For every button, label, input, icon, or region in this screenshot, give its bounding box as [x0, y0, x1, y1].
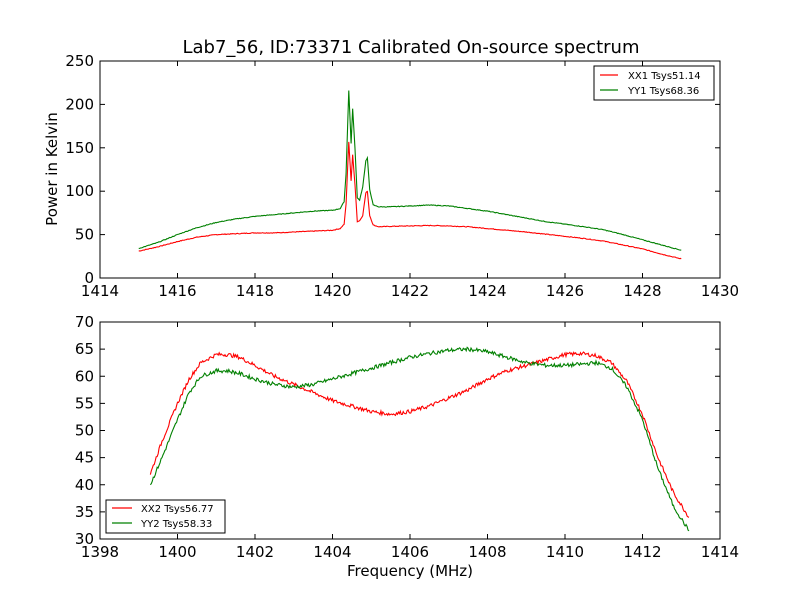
- top-x-tick-label: 1420: [313, 282, 351, 300]
- top-legend-label-yy1: YY1 Tsys68.36: [627, 86, 699, 97]
- top-legend: XX1 Tsys51.14 YY1 Tsys68.36: [593, 65, 715, 101]
- bottom-x-tick-label: 1402: [236, 543, 274, 561]
- bottom-legend-label-yy2: YY2 Tsys58.33: [140, 519, 212, 530]
- top-y-tick-label: 100: [65, 182, 94, 200]
- bottom-y-tick-label: 40: [75, 476, 94, 494]
- top-y-tick-label: 250: [65, 52, 94, 70]
- top-chart: Lab7_56, ID:73371 Calibrated On-source s…: [43, 37, 739, 300]
- top-x-tick-label: 1426: [546, 282, 584, 300]
- bottom-series-line-xx2: [149, 351, 690, 518]
- bottom-x-tick-label: 1410: [546, 543, 584, 561]
- bottom-y-tick-label: 30: [75, 530, 94, 548]
- top-x-tick-label: 1418: [236, 282, 274, 300]
- top-series-line-yy1: [138, 90, 682, 251]
- top-x-tick-label: 1430: [701, 282, 739, 300]
- chart-title: Lab7_56, ID:73371 Calibrated On-source s…: [183, 37, 640, 58]
- bottom-x-tick-label: 1398: [81, 543, 119, 561]
- bottom-y-tick-label: 55: [75, 394, 94, 412]
- bottom-y-tick-label: 65: [75, 340, 94, 358]
- bottom-ticks-group: 1398 1400 1402 1404 1406 1408 1410 1412 1414 30 35…: [75, 313, 739, 561]
- bottom-chart: 1398 1400 1402 1404 1406 1408 1410 1412 1414 30 35…: [75, 313, 739, 580]
- top-series-group: [138, 90, 682, 260]
- top-y-tick-label: 50: [75, 226, 94, 244]
- bottom-x-tick-label: 1412: [623, 543, 661, 561]
- top-x-tick-label: 1414: [81, 282, 119, 300]
- top-x-tick-label: 1416: [158, 282, 196, 300]
- top-y-tick-label: 150: [65, 139, 94, 157]
- bottom-x-tick-label: 1408: [468, 543, 506, 561]
- top-ticks-group: 1414 1416 1418 1420 1422 1424 1426 1428 1430 0 50 1…: [65, 52, 739, 300]
- bottom-y-tick-label: 60: [75, 367, 94, 385]
- top-series-line-xx1: [138, 141, 682, 260]
- top-y-axis-label: Power in Kelvin: [43, 112, 61, 226]
- top-legend-box: [593, 65, 715, 101]
- bottom-y-tick-label: 45: [75, 449, 94, 467]
- bottom-y-tick-label: 50: [75, 422, 94, 440]
- top-y-tick-label: 0: [84, 269, 94, 287]
- top-x-tick-label: 1422: [391, 282, 429, 300]
- bottom-x-tick-label: 1400: [158, 543, 196, 561]
- bottom-y-tick-label: 35: [75, 503, 94, 521]
- top-x-tick-label: 1424: [468, 282, 506, 300]
- bottom-x-tick-label: 1414: [701, 543, 739, 561]
- bottom-y-tick-label: 70: [75, 313, 94, 331]
- bottom-legend-label-xx2: XX2 Tsys56.77: [141, 504, 214, 515]
- top-legend-label-xx1: XX1 Tsys51.14: [628, 71, 701, 82]
- bottom-x-tick-label: 1406: [391, 543, 429, 561]
- bottom-series-line-yy2: [149, 346, 690, 532]
- bottom-legend-box: [105, 499, 226, 534]
- bottom-series-group: [149, 346, 690, 532]
- top-y-tick-label: 200: [65, 95, 94, 113]
- bottom-x-axis-label: Frequency (MHz): [347, 562, 473, 580]
- top-x-tick-label: 1428: [623, 282, 661, 300]
- bottom-legend: XX2 Tsys56.77 YY2 Tsys58.33: [105, 499, 226, 534]
- bottom-x-tick-label: 1404: [313, 543, 351, 561]
